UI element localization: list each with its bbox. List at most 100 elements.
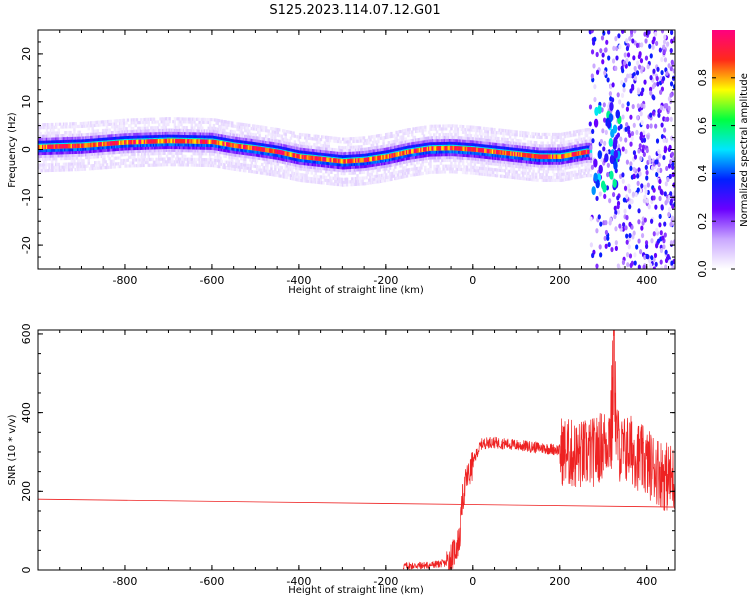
spectrogram-cell (182, 157, 186, 161)
spectrogram-cell (512, 132, 516, 137)
spectrogram-cell (497, 142, 500, 146)
spectrogram-cell (452, 141, 456, 145)
spectrogram-cell (285, 164, 289, 168)
spectrogram-cell (411, 130, 414, 134)
spectrogram-cell (476, 169, 479, 173)
spectrogram-cell (437, 156, 440, 160)
spectrogram-cell (403, 131, 406, 136)
spectrogram-cell (484, 144, 487, 148)
spectrogram-cell (283, 155, 286, 159)
spectrogram-cell (109, 131, 113, 135)
spectrogram-cell (70, 150, 74, 155)
spectrogram-cell (512, 170, 516, 174)
spectrogram-cell (69, 148, 72, 152)
spectrogram-cell (133, 132, 136, 136)
spectrogram-cell (150, 157, 153, 162)
spectrogram-cell (519, 148, 522, 152)
spectrogram-cell (41, 166, 45, 170)
spectrogram-cell (501, 163, 504, 167)
spectrogram-cell (364, 164, 367, 169)
spectrogram-cell (538, 161, 542, 165)
spectrogram-cell (524, 157, 527, 161)
spectrogram-cell (503, 129, 507, 133)
spectrogram-cell (38, 154, 41, 159)
spectrogram-cell (508, 132, 512, 136)
spectrogram-cell (456, 130, 460, 134)
spectrogram-cell (177, 145, 180, 150)
spectrogram-cell (241, 134, 244, 138)
spectrogram-cell (189, 129, 192, 133)
spectrogram-cell (188, 117, 191, 121)
spectrogram-cell (314, 146, 317, 150)
spectrogram-cell (306, 150, 310, 155)
spectrogram-cell (39, 166, 42, 170)
spectrogram-cell (347, 163, 350, 167)
spectrogram-cell (404, 145, 407, 150)
spectrogram-cell (178, 160, 182, 164)
spectrogram-cell (245, 126, 248, 130)
spectrogram-cell (65, 156, 68, 161)
spectrogram-cell (135, 146, 139, 151)
spectrogram-cell (137, 155, 140, 159)
spectrogram-cell (58, 122, 62, 126)
spectrogram-cell (510, 132, 513, 136)
spectrogram-cell (107, 122, 110, 126)
spectrogram-cell (104, 148, 107, 152)
spectrogram-cell (103, 131, 106, 135)
spectrogram-cell (506, 175, 509, 179)
spectrogram-cell (128, 132, 131, 136)
spectrogram-cell (181, 128, 184, 133)
spectrogram-cell (103, 160, 106, 164)
spectrogram-cell (100, 120, 104, 124)
spectrogram-cell (361, 162, 364, 166)
spectrogram-cell (96, 160, 100, 165)
spectrogram-cell (352, 165, 355, 169)
spectrogram-cell (266, 160, 269, 165)
spectrogram-cell (412, 161, 415, 165)
spectrogram-cell (95, 160, 98, 165)
spectrogram-cell (109, 162, 113, 166)
spectrogram-cell (318, 137, 321, 142)
spectrogram-cell (474, 168, 478, 173)
spectrogram-cell (244, 129, 247, 133)
spectrogram-cell (421, 131, 424, 135)
spectrogram-cell (261, 171, 264, 175)
spectrogram-cell (189, 120, 192, 124)
spectrogram-cell (88, 167, 92, 171)
spectrogram-cell (324, 147, 328, 151)
spectrogram-cell (382, 173, 385, 177)
spectrogram-cell (532, 132, 535, 136)
spectrogram-cell (81, 153, 84, 157)
spectrogram-cell (242, 148, 246, 153)
spectrogram-cell (323, 175, 327, 179)
spectrogram-cell (53, 168, 57, 172)
spectrogram-cell (481, 155, 484, 159)
spectrogram-cell (174, 143, 178, 147)
spectrogram-cell (158, 143, 161, 147)
spectrogram-cell (365, 147, 368, 151)
spectrogram-cell (493, 159, 496, 163)
spectrogram-cell (364, 153, 367, 157)
spectrogram-cell (38, 166, 41, 170)
spectrogram-cell (283, 132, 286, 136)
spectrogram-cell (413, 158, 417, 162)
spectrogram-cell (442, 141, 445, 145)
spectrogram-cell (218, 159, 221, 163)
spectrogram-cell (216, 130, 220, 134)
spectrogram-cell (455, 150, 458, 154)
spectrogram-cell (521, 162, 525, 166)
spectrogram-cell (156, 143, 160, 147)
spectrogram-cell (521, 159, 525, 163)
spectrogram-cell (308, 176, 311, 181)
spectrogram-cell (412, 173, 415, 177)
spectrogram-cell (327, 141, 330, 145)
spectrogram-cell (331, 150, 334, 155)
spectrogram-cell (497, 145, 500, 149)
spectrogram-cell (395, 145, 398, 149)
spectrogram-cell (518, 159, 521, 163)
spectrogram-cell (250, 126, 254, 131)
spectrogram-cell (262, 157, 265, 161)
spectrogram-cell (51, 131, 54, 135)
spectrogram-cell (207, 163, 210, 168)
spectrogram-cell (96, 135, 100, 139)
